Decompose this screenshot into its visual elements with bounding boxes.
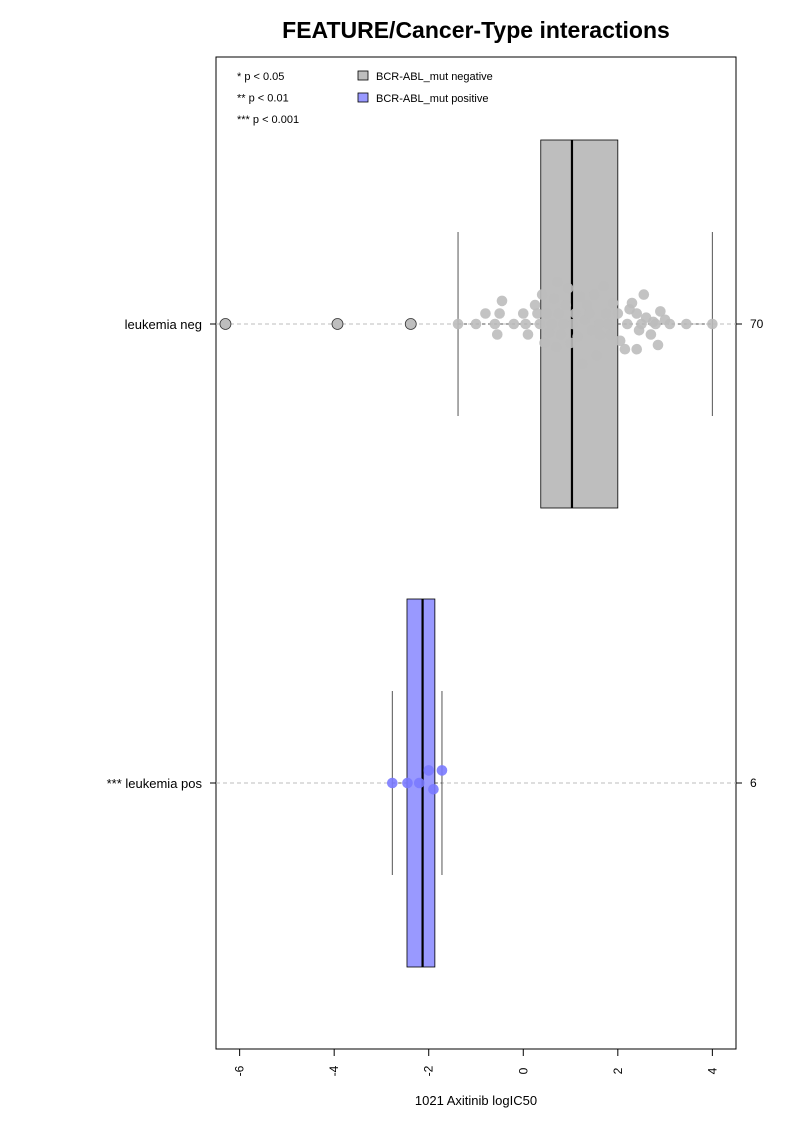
legend-swatch <box>357 92 369 103</box>
x-tick-label: -4 <box>327 1065 341 1076</box>
data-point <box>423 765 435 776</box>
data-point <box>548 293 560 305</box>
data-point <box>664 318 676 330</box>
data-point <box>594 329 606 340</box>
data-point <box>402 777 413 789</box>
data-point <box>581 299 593 311</box>
data-point <box>428 784 439 795</box>
data-point <box>655 306 666 317</box>
data-point <box>413 777 425 789</box>
legend-label: BCR-ABL_mut positive <box>376 93 489 105</box>
data-point <box>517 308 529 319</box>
data-point <box>562 283 574 294</box>
data-point <box>586 325 598 336</box>
data-point <box>543 327 555 338</box>
data-point <box>555 329 567 340</box>
data-point <box>607 297 619 309</box>
data-point <box>470 318 482 330</box>
plot-area: leukemia neg 70 *** leukemia pos 6 <box>107 139 764 968</box>
data-point <box>565 337 576 349</box>
data-point <box>631 343 643 355</box>
data-point <box>574 291 586 303</box>
data-point <box>546 318 557 330</box>
data-point <box>508 318 520 330</box>
data-point <box>541 308 553 319</box>
x-axis-title: 1021 Axitinib logIC50 <box>415 1093 537 1108</box>
data-point <box>572 331 583 342</box>
x-axis: -6 -4 -2 0 2 4 <box>233 1049 719 1076</box>
x-tick-label: -2 <box>422 1065 436 1076</box>
data-point <box>650 318 661 330</box>
data-point <box>436 765 448 776</box>
data-point <box>619 343 631 355</box>
data-point <box>552 276 563 288</box>
data-point <box>584 308 595 319</box>
data-point <box>600 308 612 319</box>
data-point <box>626 297 638 309</box>
data-point <box>534 318 546 330</box>
chart-title: FEATURE/Cancer-Type interactions <box>282 17 670 43</box>
count-label: 70 <box>750 317 764 331</box>
data-point <box>553 308 565 319</box>
data-point <box>489 318 501 330</box>
category-label: leukemia neg <box>125 317 202 332</box>
data-point <box>591 350 602 361</box>
data-point <box>491 329 503 340</box>
data-point <box>387 777 398 789</box>
legend: * p < 0.05 ** p < 0.01 *** p < 0.001 BCR-AB… <box>237 70 493 126</box>
data-point <box>539 337 550 349</box>
group-0: leukemia neg 70 <box>125 139 764 509</box>
data-point <box>520 318 531 330</box>
data-point <box>536 289 548 300</box>
x-tick-label: 4 <box>705 1067 719 1074</box>
category-label: *** leukemia pos <box>107 776 203 791</box>
data-point <box>614 335 626 347</box>
data-point <box>577 358 588 370</box>
data-point <box>560 299 572 311</box>
outlier-point <box>331 318 344 330</box>
data-point <box>567 318 579 330</box>
data-point <box>603 318 614 330</box>
data-point <box>652 339 664 351</box>
x-tick-label: 0 <box>516 1067 530 1074</box>
legend-swatch <box>357 70 369 81</box>
data-point <box>522 329 534 340</box>
significance-legend-item: ** p < 0.01 <box>237 93 289 105</box>
data-point <box>612 308 624 319</box>
outlier-point <box>404 318 417 330</box>
data-point <box>593 318 605 330</box>
count-label: 6 <box>750 776 757 790</box>
data-point <box>551 341 562 353</box>
data-point <box>569 308 581 319</box>
data-point <box>494 308 505 319</box>
data-point <box>638 289 650 300</box>
data-point <box>681 318 692 330</box>
data-point <box>598 280 609 292</box>
data-point <box>605 329 617 340</box>
data-point <box>532 308 543 319</box>
data-point <box>621 318 633 330</box>
significance-legend-item: * p < 0.05 <box>237 71 284 83</box>
data-point <box>496 295 508 307</box>
significance-legend-item: *** p < 0.001 <box>237 114 299 126</box>
legend-label: BCR-ABL_mut negative <box>376 71 493 83</box>
data-point <box>707 318 718 330</box>
data-point <box>631 308 643 319</box>
plot-frame <box>215 56 737 1050</box>
x-tick-label: -6 <box>233 1065 247 1076</box>
data-point <box>452 318 464 330</box>
data-point <box>529 299 541 311</box>
group-1: *** leukemia pos 6 <box>107 598 757 968</box>
data-point <box>645 329 657 340</box>
data-point <box>480 308 491 319</box>
data-point <box>558 318 569 330</box>
data-point <box>588 289 600 300</box>
outlier-point <box>219 318 232 330</box>
x-tick-label: 2 <box>611 1067 625 1074</box>
